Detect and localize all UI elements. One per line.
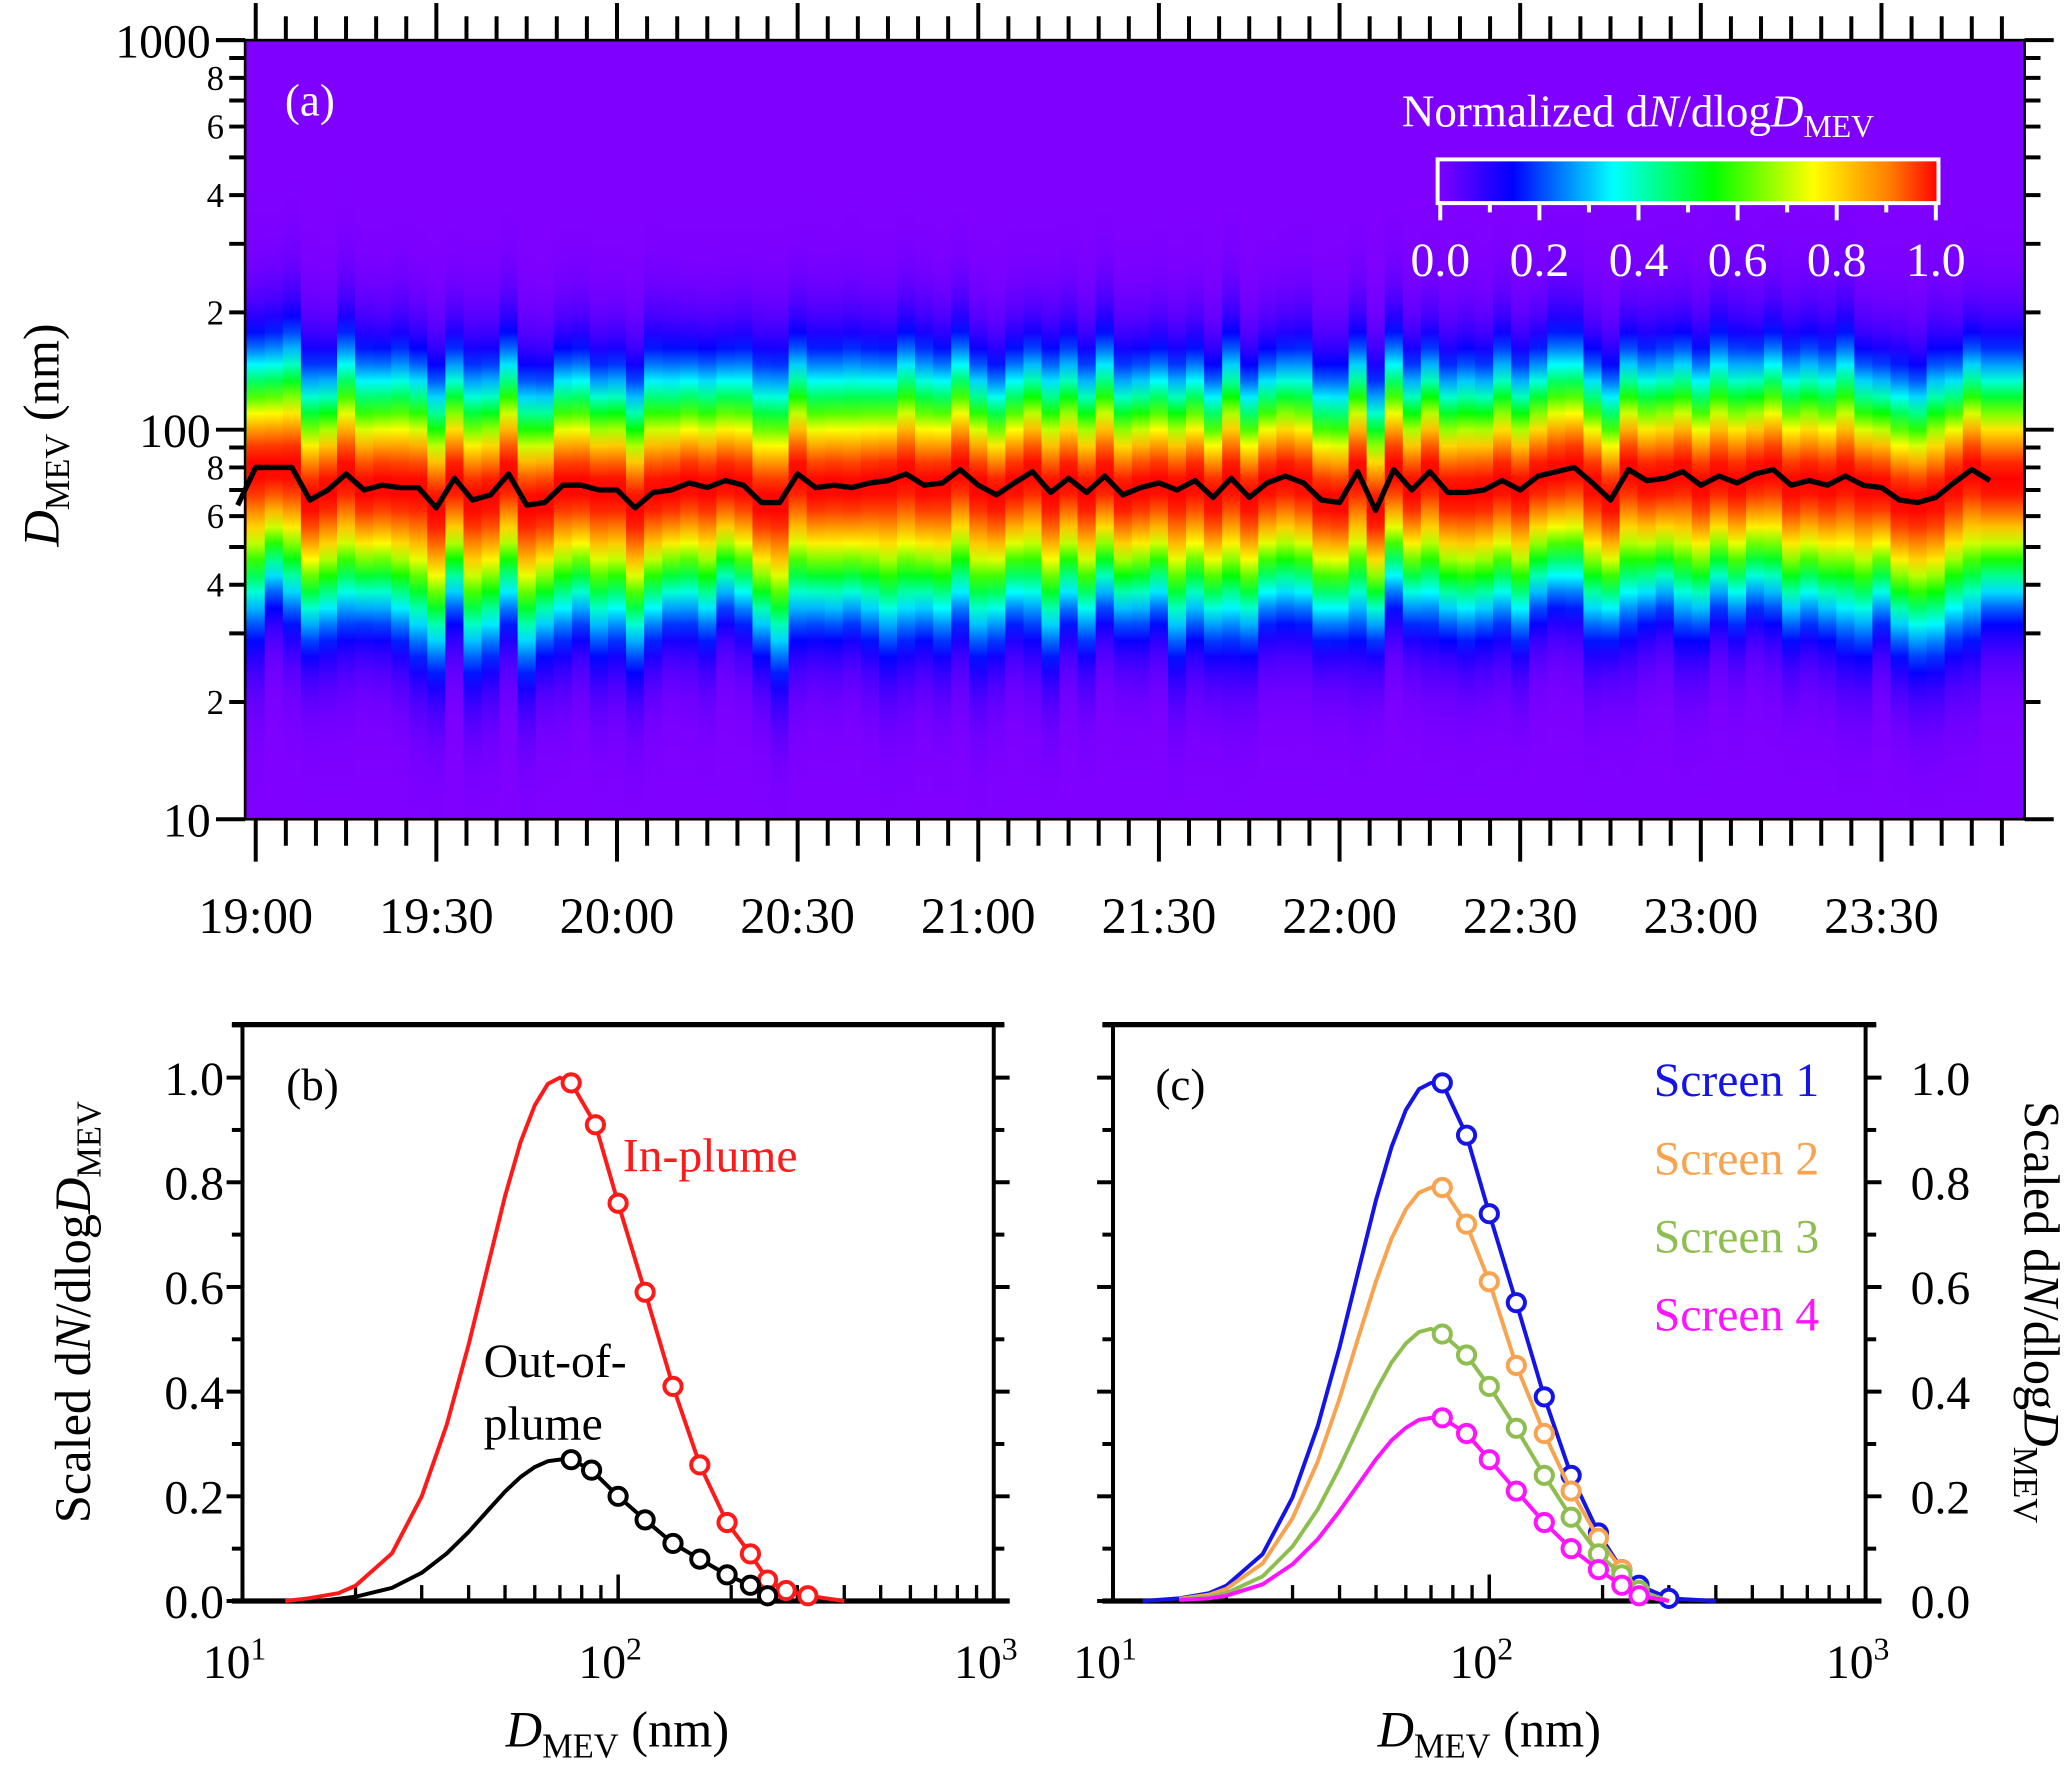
heatmap-column [337,40,356,820]
heatmap-column [896,40,916,820]
heatmap-column [445,40,465,820]
heatmap-column [427,40,447,820]
heatmap-column [463,40,483,820]
heatmap-column [1023,40,1043,820]
heatmap-column [842,40,862,820]
heatmap-column [1276,40,1296,820]
heatmap-column [1186,40,1205,820]
heatmap-column [535,40,555,820]
heatmap-column [499,40,519,820]
heatmap-column [1384,40,1404,820]
heatmap-column [246,40,266,820]
heatmap-column [607,40,627,820]
heatmap-column [264,40,284,820]
heatmap-column [1366,40,1386,820]
heatmap-column [571,40,591,820]
heatmap-column [824,40,844,820]
heatmap-column [626,40,645,820]
heatmap-column [1167,40,1187,820]
heatmap-column [1149,40,1169,820]
heatmap [245,40,2026,820]
heatmap-column [644,40,663,820]
heatmap-column [409,40,429,820]
heatmap-column [1095,40,1115,820]
heatmap-column [1529,40,1549,820]
heatmap-column [1348,40,1368,820]
heatmap-column [391,40,411,820]
heatmap-column [1113,40,1133,820]
heatmap-column [716,40,736,820]
heatmap-column [1077,40,1097,820]
heatmap-column [318,40,338,820]
heatmap-column [1330,40,1350,820]
heatmap-column [933,40,952,820]
heatmap-column [553,40,573,820]
heatmap-column [1131,40,1151,820]
heatmap-column [1258,40,1278,820]
heatmap-column [1041,40,1061,820]
heatmap-column [1475,40,1494,820]
heatmap-column [1294,40,1314,820]
heatmap-column [517,40,537,820]
heatmap-column [770,40,790,820]
heatmap-column [752,40,772,820]
heatmap-column [915,40,934,820]
heatmap-column [951,40,971,820]
heatmap-column [698,40,718,820]
heatmap-column [282,40,302,820]
heatmap-column [1005,40,1025,820]
heatmap-column [987,40,1007,820]
heatmap-column [481,40,501,820]
heatmap-column [1402,40,1422,820]
heatmap-column [1204,40,1223,820]
heatmap-column [1456,40,1476,820]
heatmap-column [680,40,700,820]
heatmap-column [734,40,754,820]
heatmap-column [355,40,374,820]
heatmap-column [373,40,392,820]
heatmap-column [1420,40,1440,820]
heatmap-column [788,40,808,820]
heatmap-column [300,40,320,820]
heatmap-column [969,40,989,820]
heatmap-column [1438,40,1458,820]
heatmap-column [1059,40,1079,820]
heatmap-column [860,40,880,820]
heatmap-column [1240,40,1260,820]
heatmap-column [589,40,609,820]
heatmap-column [1511,40,1531,820]
heatmap-column [806,40,826,820]
heatmap-column [878,40,898,820]
heatmap-column [662,40,682,820]
heatmap-column [1493,40,1512,820]
heatmap-column [1222,40,1241,820]
heatmap-column [1312,40,1332,820]
